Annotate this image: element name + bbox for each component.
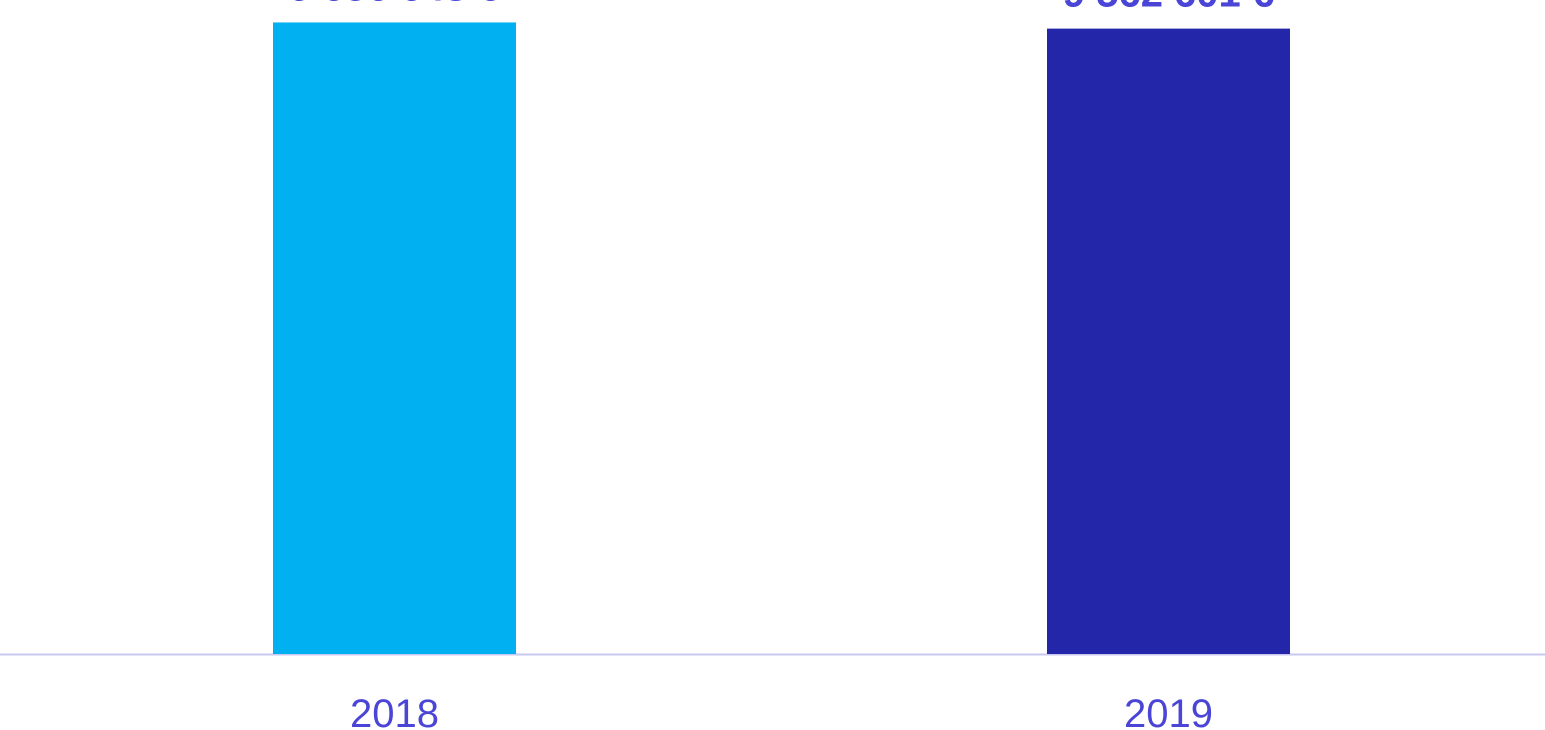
data-label-2019: 9 562 601 €: [1063, 0, 1274, 16]
x-tick-label-2018: 2018: [350, 692, 439, 730]
bar-2018: [273, 22, 516, 655]
bar-2019: [1047, 28, 1290, 654]
data-label-2018: 9 656 648 €: [289, 0, 500, 9]
x-tick-label-2019: 2019: [1124, 692, 1213, 730]
